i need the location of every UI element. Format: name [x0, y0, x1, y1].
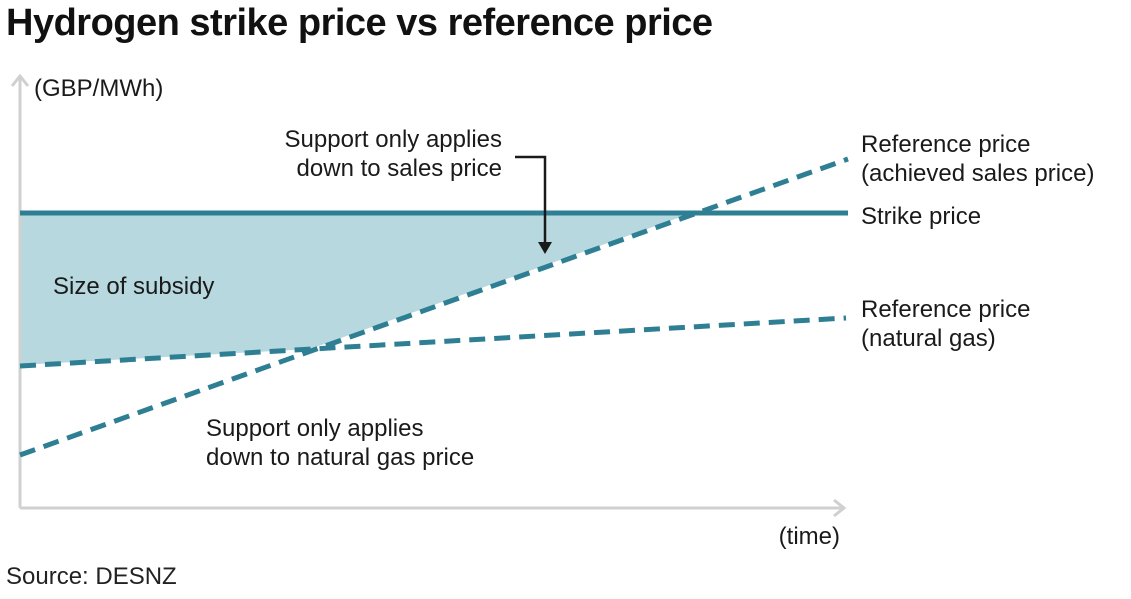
subsidy-area	[20, 213, 692, 365]
reference-gas-label-line1: Reference price	[861, 296, 1030, 323]
gas-support-label-line2: down to natural gas price	[206, 444, 474, 471]
source-note: Source: DESNZ	[6, 563, 177, 590]
sales-support-label-line2: down to sales price	[297, 155, 502, 182]
gas-support-label-line1: Support only applies	[206, 415, 423, 442]
y-axis-arrowhead	[10, 73, 30, 87]
reference-gas-line	[19, 315, 847, 369]
callout-arrow-line	[515, 155, 547, 246]
reference-sales-label-line1: Reference price	[861, 131, 1030, 158]
chart-title: Hydrogen strike price vs reference price	[6, 2, 713, 44]
strike-price-label: Strike price	[861, 203, 981, 230]
y-axis-label: (GBP/MWh)	[34, 75, 163, 102]
x-axis-label: (time)	[779, 523, 840, 550]
subsidy-label: Size of subsidy	[53, 273, 214, 300]
reference-sales-label-line2: (achieved sales price)	[861, 160, 1094, 187]
reference-sales-line	[19, 156, 849, 458]
callout-arrowhead	[538, 242, 552, 254]
x-axis-arrowhead	[833, 498, 847, 518]
sales-support-label-line1: Support only applies	[285, 126, 502, 153]
reference-gas-label-line2: (natural gas)	[861, 325, 996, 352]
